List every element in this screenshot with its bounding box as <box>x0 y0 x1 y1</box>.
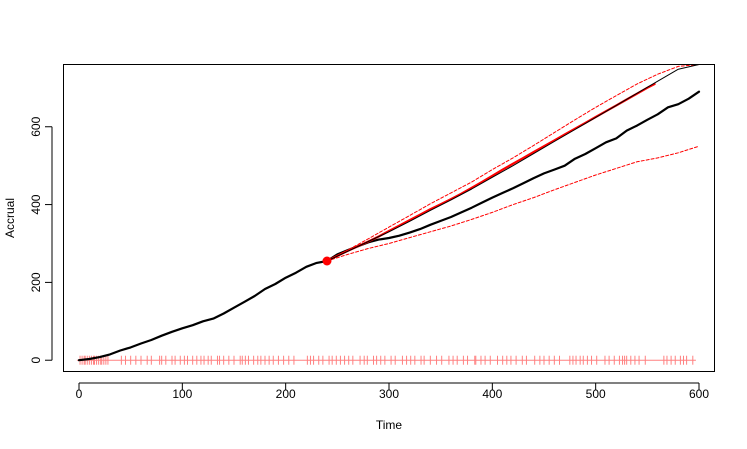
x-tick-label: 400 <box>482 387 502 401</box>
x-tick-label: 200 <box>276 387 296 401</box>
event-markers <box>76 355 696 365</box>
current-point-marker <box>322 256 332 266</box>
axes: 0 100 200 300 400 500 600 0 200 400 600 <box>29 116 709 401</box>
series-line-1 <box>325 90 701 263</box>
x-axis-title: Time <box>376 418 403 432</box>
current-point-layer <box>322 256 332 266</box>
series-line-0 <box>77 259 329 362</box>
y-tick-label: 200 <box>29 272 43 292</box>
x-tick-label: 600 <box>689 387 709 401</box>
y-tick-label: 400 <box>29 194 43 214</box>
plot-frame <box>63 64 715 372</box>
series-line-3 <box>326 145 700 262</box>
series-line-5 <box>326 64 700 262</box>
y-axis-title: Accrual <box>3 198 17 238</box>
y-tick-label: 600 <box>29 116 43 136</box>
x-tick-label: 100 <box>172 387 192 401</box>
y-tick-label: 0 <box>29 357 43 364</box>
x-tick-label: 500 <box>586 387 606 401</box>
series-lines <box>77 64 701 362</box>
x-tick-label: 300 <box>379 387 399 401</box>
series-line-4 <box>326 64 700 262</box>
x-tick-label: 0 <box>76 387 83 401</box>
